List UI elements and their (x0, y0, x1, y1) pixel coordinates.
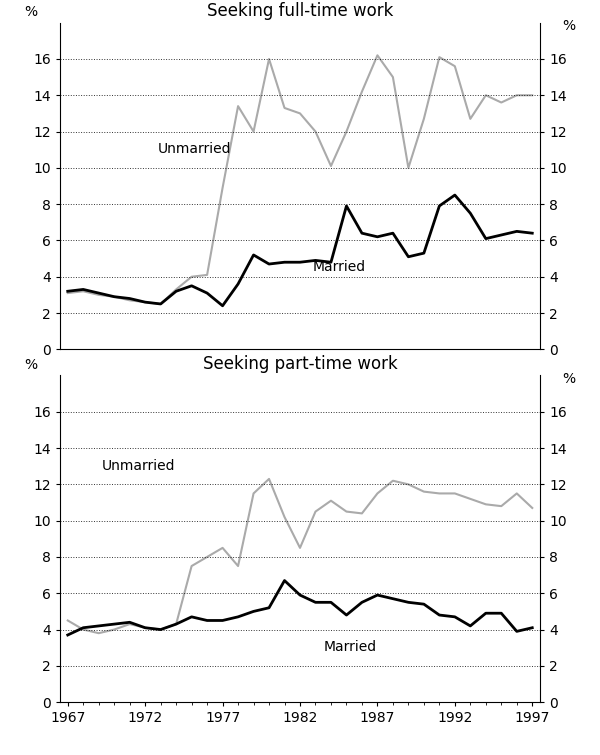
Y-axis label: %: % (562, 20, 575, 33)
Y-axis label: %: % (562, 372, 575, 387)
Text: Unmarried: Unmarried (102, 459, 175, 473)
Text: Married: Married (313, 260, 365, 274)
Title: Seeking full-time work: Seeking full-time work (207, 2, 393, 20)
Text: Unmarried: Unmarried (158, 143, 231, 156)
Y-axis label: %: % (25, 5, 38, 20)
Text: Married: Married (323, 640, 376, 655)
Title: Seeking part-time work: Seeking part-time work (203, 355, 397, 372)
Y-axis label: %: % (25, 358, 38, 372)
